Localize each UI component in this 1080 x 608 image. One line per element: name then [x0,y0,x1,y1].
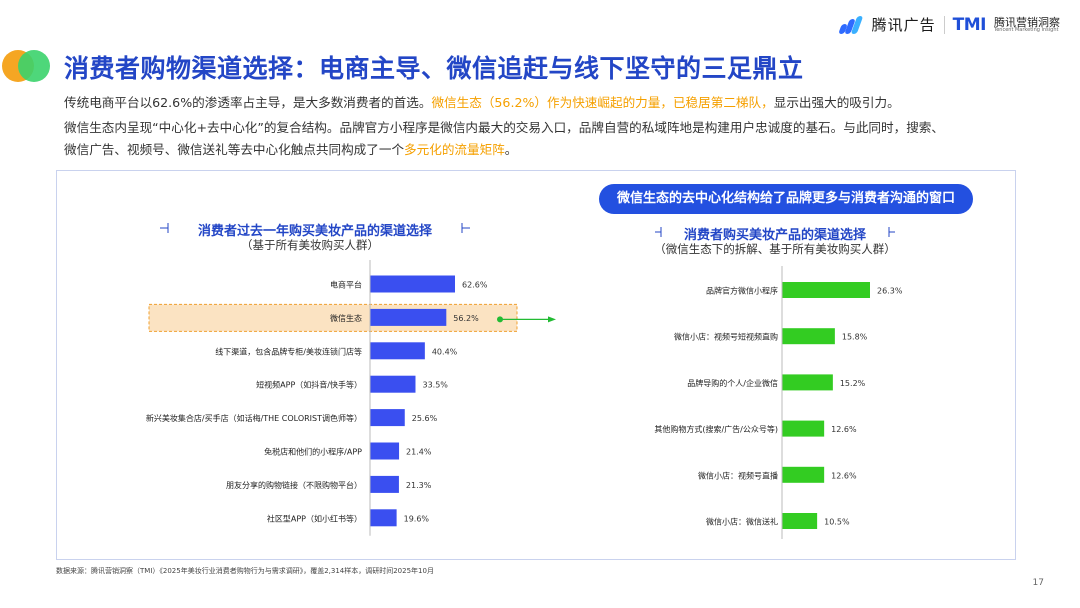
left-bar [370,342,425,360]
left-category-label: 电商平台 [330,280,362,290]
left-bar [370,409,405,427]
left-value-label: 19.6% [404,514,430,523]
tmi-subtitle: 腾讯营销洞察 Tencent Marketing Insight [994,17,1060,33]
left-value-label: 62.6% [462,281,488,290]
left-bar [370,442,400,460]
right-value-label: 15.8% [842,333,868,342]
right-value-label: 15.2% [840,379,866,388]
left-category-label: 免税店和他们的小程序/APP [264,447,362,457]
left-category-label: 线下渠道，包含品牌专柜/美妆连锁门店等 [215,346,362,356]
right-category-label: 微信小店：视频号直播 [698,470,778,480]
right-bar [782,282,870,298]
page-title: 消费者购物渠道选择：电商主导、微信追赶与线下坚守的三足鼎立 [64,54,804,83]
paragraph-3: 微信广告、视频号、微信送礼等去中心化触点共同构成了一个多元化的流量矩阵。 [64,139,517,158]
right-bar [782,513,818,529]
header-logos: 腾讯广告 TMI 腾讯营销洞察 Tencent Marketing Insigh… [837,14,1060,35]
paragraph-3-highlight: 多元化的流量矩阵 [404,142,505,157]
tmi-en-name: Tencent Marketing Insight [994,26,1059,33]
right-category-label: 其他购物方式(搜索/广告/公众号等) [654,424,778,434]
chart-panel [56,170,1016,560]
left-value-label: 40.4% [432,347,458,356]
left-chart-title-deco [160,223,470,233]
paragraph-1-part-c: 显示出强大的吸引力。 [773,95,900,110]
paragraph-3-part-a: 微信广告、视频号、微信送礼等去中心化触点共同构成了一个 [64,142,405,157]
right-category-label: 微信小店：微信送礼 [706,517,778,527]
paragraph-1-highlight: 微信生态（56.2%）作为快速崛起的力量，已稳居第二梯队， [431,95,774,110]
left-value-label: 56.2% [453,314,479,323]
right-value-label: 10.5% [824,518,850,527]
right-chart-title: 消费者购买美妆产品的渠道选择 [683,228,866,243]
paragraph-1-part-a: 传统电商平台以62.6%的渗透率占主导，是大多数消费者的首选。 [64,95,432,110]
right-value-label: 26.3% [877,287,903,296]
left-bar [370,308,447,326]
left-bar [370,475,399,493]
tmi-cn-name: 腾讯营销洞察 [994,15,1060,29]
paragraph-1: 传统电商平台以62.6%的渗透率占主导，是大多数消费者的首选。微信生态（56.2… [64,92,900,111]
right-value-label: 12.6% [831,425,857,434]
right-category-label: 微信小店：视频号短视频直购 [674,332,778,342]
title-bullet-icon [2,48,52,84]
paragraph-2: 微信生态内呈现“中心化+去中心化”的复合结构。品牌官方小程序是微信内最大的交易入… [64,120,944,135]
left-category-label: 社区型APP（如小红书等） [267,513,362,523]
left-value-label: 33.5% [422,381,448,390]
left-chart-title: 消费者过去一年购买美妆产品的渠道选择 [197,224,432,239]
right-bar [782,420,825,437]
tmi-logo: TMI [952,14,987,35]
left-category-label: 微信生态 [330,313,362,323]
logo-divider [943,15,945,34]
right-value-label: 12.6% [831,471,857,480]
paragraph-3-part-c: 。 [504,142,518,157]
left-category-label: 朋友分享的购物链接（不限购物平台） [226,480,362,490]
right-category-label: 品牌官方微信小程序 [706,286,778,296]
left-category-label: 新兴美妆集合店/买手店（如话梅/THE COLORIST调色师等） [146,413,362,423]
left-bar [370,509,397,527]
left-value-label: 25.6% [412,414,438,423]
left-category-label: 短视频APP（如抖音/快手等） [256,380,362,390]
right-category-label: 品牌导购的个人/企业微信 [687,378,778,388]
data-source: 数据来源：腾讯营销洞察（TMI）《2025年美妆行业消费者购物行为与需求调研》，… [56,567,434,575]
brand-text: 腾讯广告 [871,16,936,34]
left-bar [370,275,455,293]
left-value-label: 21.4% [406,448,432,457]
highlight-box [148,303,518,332]
left-bar [370,375,416,393]
right-bar [782,466,825,483]
right-bar [782,374,833,391]
right-chart-title-deco [655,227,895,237]
left-value-label: 21.3% [406,481,432,490]
arrow-head-icon [548,316,556,323]
right-bar [782,328,835,345]
page-number: 17 [1032,578,1044,588]
left-chart-subtitle: （基于所有美妆购买人群） [241,238,379,252]
right-chart-subtitle: （微信生态下的拆解、基于所有美妆购买人群） [654,242,896,256]
callout-banner: 微信生态的去中心化结构给了品牌更多与消费者沟通的窗口 [599,184,973,214]
